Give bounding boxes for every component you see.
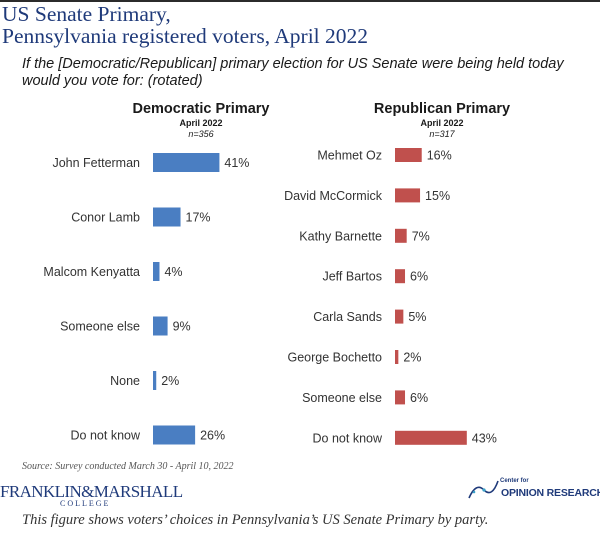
- dem-someone-else-bar: [153, 316, 168, 336]
- franklin-marshall-logo: FRANKLIN&MARSHALL COLLEGE: [0, 482, 183, 508]
- dem-conor-lamb-bar: [153, 207, 181, 227]
- rep-george-bochetto-value-label: 2%: [403, 351, 421, 365]
- title-line-1: US Senate Primary,: [2, 2, 171, 26]
- rep-kathy-barnette-label: Kathy Barnette: [299, 229, 382, 243]
- dem-bar-group: John Fetterman 41% Conor Lamb 17% Malcom Ken…: [43, 153, 249, 445]
- rep-carla-sands-bar: [395, 309, 404, 324]
- democratic-panel-header: Democratic Primary April 2022 n=356: [101, 101, 301, 140]
- rep-jeff-bartos-bar: [395, 269, 406, 284]
- rep-carla-sands-label: Carla Sands: [313, 310, 382, 324]
- rep-do-not-know-bar: [395, 430, 467, 445]
- opinion-research-logo: Center for OPINION RESEARCH: [466, 478, 600, 502]
- rep-kathy-barnette-value-label: 7%: [412, 229, 430, 243]
- rep-george-bochetto-bar: [395, 350, 399, 364]
- dem-do-not-know-value-label: 26%: [200, 429, 225, 443]
- rep-someone-else-label: Someone else: [302, 391, 382, 405]
- republican-panel-date: April 2022: [420, 118, 464, 128]
- dem-malcom-kenyatta-bar: [153, 262, 160, 281]
- rep-someone-else-bar: [395, 390, 406, 405]
- survey-question: If the [Democratic/Republican] primary e…: [22, 56, 564, 89]
- dem-john-fetterman-bar: [153, 153, 220, 172]
- cor-logo-center-for: Center for: [500, 478, 529, 484]
- rep-kathy-barnette-bar: [395, 228, 407, 243]
- chart-title: US Senate Primary, Pennsylvania register…: [2, 3, 598, 47]
- figure-caption: This figure shows voters’ choices in Pen…: [22, 512, 489, 528]
- fm-logo-wordmark: FRANKLIN&MARSHALL: [0, 482, 183, 501]
- opinion-research-mark-icon: [468, 480, 499, 499]
- rep-do-not-know-label: Do not know: [313, 431, 383, 445]
- rep-david-mccormick-bar: [395, 188, 421, 203]
- dem-do-not-know-label: Do not know: [71, 429, 141, 443]
- rep-jeff-bartos-label: Jeff Bartos: [322, 270, 382, 284]
- dem-none-label: None: [110, 374, 140, 388]
- dem-someone-else-value-label: 9%: [173, 320, 191, 334]
- dem-malcom-kenyatta-value-label: 4%: [164, 265, 182, 279]
- dem-john-fetterman-label: John Fetterman: [52, 156, 140, 170]
- rep-george-bochetto-label: George Bochetto: [287, 351, 382, 365]
- republican-panel-sample: n=317: [429, 129, 455, 139]
- primary-bar-charts: John Fetterman 41% Conor Lamb 17% Malcom Ken…: [43, 148, 497, 445]
- dem-john-fetterman-value-label: 41%: [224, 156, 249, 170]
- dem-do-not-know-bar: [153, 425, 196, 445]
- rep-carla-sands-value-label: 5%: [408, 310, 426, 324]
- top-rule: [0, 0, 600, 2]
- title-line-2: Pennsylvania registered voters, April 20…: [2, 24, 369, 48]
- rep-bar-group: Mehmet Oz 16% David McCormick 15% Kathy Barn…: [284, 148, 497, 445]
- rep-mehmet-oz-bar: [395, 148, 422, 162]
- dem-someone-else-label: Someone else: [60, 320, 140, 334]
- dem-none-bar: [153, 371, 157, 390]
- cor-logo-name: OPINION RESEARCH: [501, 487, 600, 499]
- dem-none-value-label: 2%: [161, 374, 179, 388]
- rep-do-not-know-value-label: 43%: [472, 431, 497, 445]
- rep-david-mccormick-value-label: 15%: [425, 189, 450, 203]
- rep-mehmet-oz-value-label: 16%: [427, 149, 452, 163]
- source-note: Source: Survey conducted March 30 - Apri…: [22, 461, 234, 472]
- rep-david-mccormick-label: David McCormick: [284, 189, 383, 203]
- dem-conor-lamb-value-label: 17%: [186, 211, 211, 225]
- rep-jeff-bartos-value-label: 6%: [410, 270, 428, 284]
- fm-logo-college: COLLEGE: [60, 499, 111, 508]
- democratic-panel-sample: n=356: [188, 129, 214, 139]
- republican-panel-header: Republican Primary April 2022 n=317: [342, 101, 542, 140]
- democratic-panel-title: Democratic Primary: [132, 101, 270, 117]
- dem-malcom-kenyatta-label: Malcom Kenyatta: [43, 265, 140, 279]
- rep-mehmet-oz-label: Mehmet Oz: [317, 149, 382, 163]
- democratic-panel-date: April 2022: [179, 118, 223, 128]
- dem-conor-lamb-label: Conor Lamb: [71, 211, 140, 225]
- republican-panel-title: Republican Primary: [373, 101, 511, 117]
- rep-someone-else-value-label: 6%: [410, 391, 428, 405]
